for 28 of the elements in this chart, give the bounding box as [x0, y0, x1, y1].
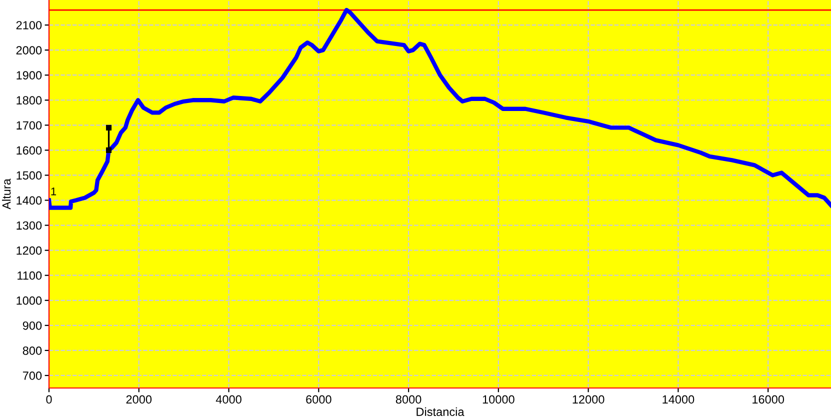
y-tick-label: 1200 — [16, 246, 42, 255]
annotation: 1 — [51, 188, 56, 196]
x-tick-label: 2000 — [126, 395, 152, 404]
y-tick-label: 800 — [22, 346, 42, 355]
x-tick-label: 14000 — [662, 395, 694, 404]
y-tick-label: 2000 — [16, 46, 42, 54]
x-tick-label: 16000 — [752, 395, 784, 404]
x-tick-label: 4000 — [216, 395, 242, 404]
y-tick-label: 1100 — [18, 271, 42, 280]
y-tick-label: 1800 — [16, 96, 42, 105]
y-tick-label: 900 — [22, 321, 42, 330]
y-axis-title: Altura — [2, 178, 11, 210]
x-tick-label: 0 — [46, 395, 52, 404]
y-tick-label: 1400 — [16, 196, 42, 205]
y-tick-label: 700 — [22, 372, 42, 380]
y-tick-label: 1500 — [16, 171, 42, 180]
x-tick-label: 8000 — [396, 395, 422, 404]
x-tick-label: 6000 — [306, 395, 332, 404]
y-tick-label: 1300 — [16, 221, 42, 230]
y-tick-label: 1000 — [16, 296, 42, 305]
x-tick-label: 12000 — [572, 395, 604, 404]
line-series — [49, 8, 831, 210]
y-tick-label: 1700 — [16, 121, 42, 130]
y-tick-label: 1600 — [16, 146, 42, 155]
y-tick-label: 2100 — [16, 21, 42, 30]
x-tick-label: 10000 — [482, 395, 514, 404]
x-axis-title: Distancia — [416, 407, 464, 416]
y-tick-label: 1900 — [16, 71, 42, 80]
